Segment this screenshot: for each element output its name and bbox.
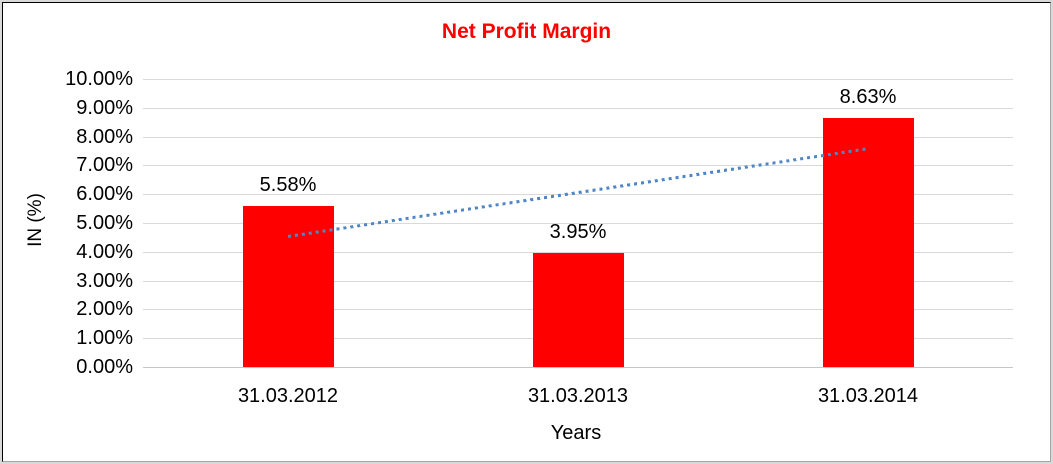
chart-title: Net Profit Margin — [441, 20, 612, 43]
x-axis-tick-label: 31.03.2014 — [817, 385, 919, 407]
bar-31.03.2014 — [822, 118, 914, 367]
y-axis-tick-label: 4.00% — [76, 240, 133, 263]
bar-data-label: 5.58% — [259, 174, 317, 197]
x-axis-tick-label: 31.03.2012 — [237, 385, 339, 407]
y-axis-tick-label: 3.00% — [76, 269, 133, 292]
gridline — [143, 367, 1013, 368]
bar-data-label: 8.63% — [839, 86, 897, 109]
y-axis-tick-label: 5.00% — [76, 212, 133, 234]
y-axis-tick-label: 8.00% — [76, 125, 133, 148]
y-axis-tick-label: 9.00% — [76, 96, 133, 119]
x-axis-tick-label: 31.03.2013 — [527, 385, 629, 407]
gridline — [143, 165, 1013, 167]
bar-data-label: 3.95% — [549, 221, 607, 244]
y-axis-tick-label: 1.00% — [76, 327, 133, 350]
x-axis-title: Years — [550, 422, 602, 444]
gridline — [143, 223, 1013, 224]
gridline — [143, 107, 1013, 109]
y-axis-tick-label: 10.00% — [65, 68, 133, 90]
gridline — [143, 194, 1013, 196]
y-axis-tick-label: 0.00% — [76, 356, 133, 378]
gridline — [143, 136, 1013, 138]
y-axis-tick-label: 7.00% — [76, 154, 133, 177]
y-axis-tick-label: 6.00% — [76, 183, 133, 206]
y-axis-tick-label: 2.00% — [76, 298, 133, 321]
gridline — [143, 79, 1013, 80]
gridline — [143, 251, 1013, 253]
bar-31.03.2013 — [532, 253, 624, 367]
